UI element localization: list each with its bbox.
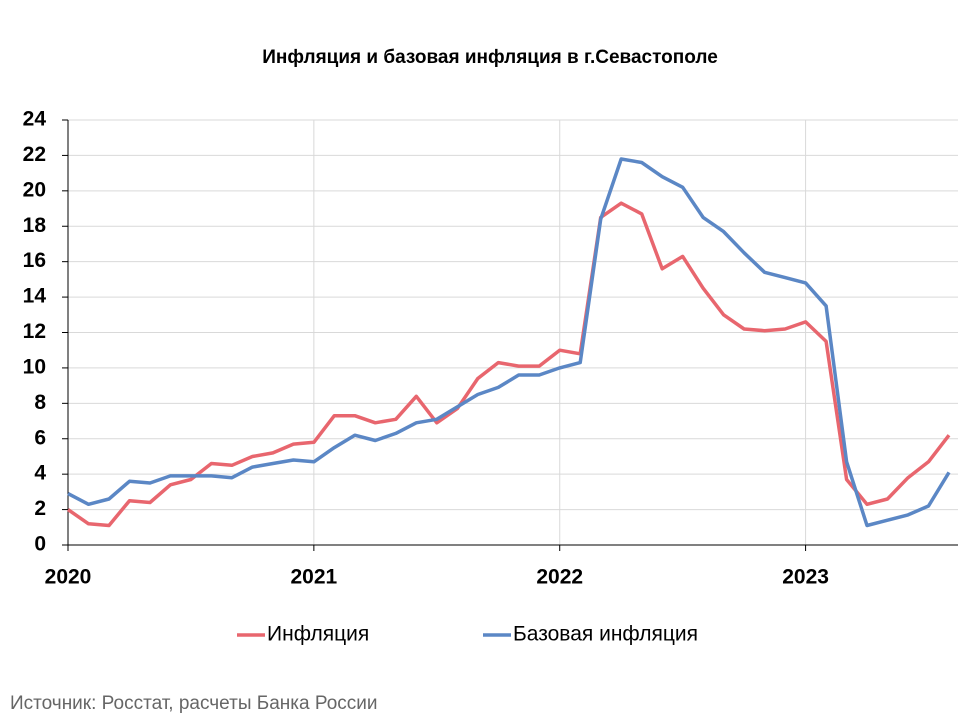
x-tick-label: 2021 xyxy=(291,566,338,589)
y-tick-label: 22 xyxy=(23,143,46,166)
y-tick-label: 4 xyxy=(34,462,46,485)
y-tick-label: 10 xyxy=(23,355,46,378)
x-tick-label: 2023 xyxy=(782,566,829,589)
x-tick-label: 2022 xyxy=(536,566,583,589)
chart-title: Инфляция и базовая инфляция в г.Севастоп… xyxy=(262,47,718,68)
y-tick-label: 14 xyxy=(23,285,47,308)
y-tick-label: 16 xyxy=(23,249,46,272)
y-tick-label: 12 xyxy=(23,320,46,343)
y-tick-label: 8 xyxy=(34,391,46,414)
line-series xyxy=(67,157,951,528)
legend-label: Базовая инфляция xyxy=(513,623,698,646)
y-tick-label: 18 xyxy=(23,214,47,237)
x-tick-label: 2020 xyxy=(45,566,92,589)
y-tick-label: 6 xyxy=(34,426,46,449)
source-note: Источник: Росстат, расчеты Банка России xyxy=(10,693,378,714)
y-tick-label: 0 xyxy=(34,533,46,556)
y-tick-label: 2 xyxy=(34,497,46,520)
line-series xyxy=(67,201,951,528)
y-tick-label: 20 xyxy=(23,178,46,201)
legend-label: Инфляция xyxy=(267,623,369,646)
y-tick-label: 24 xyxy=(23,108,47,131)
